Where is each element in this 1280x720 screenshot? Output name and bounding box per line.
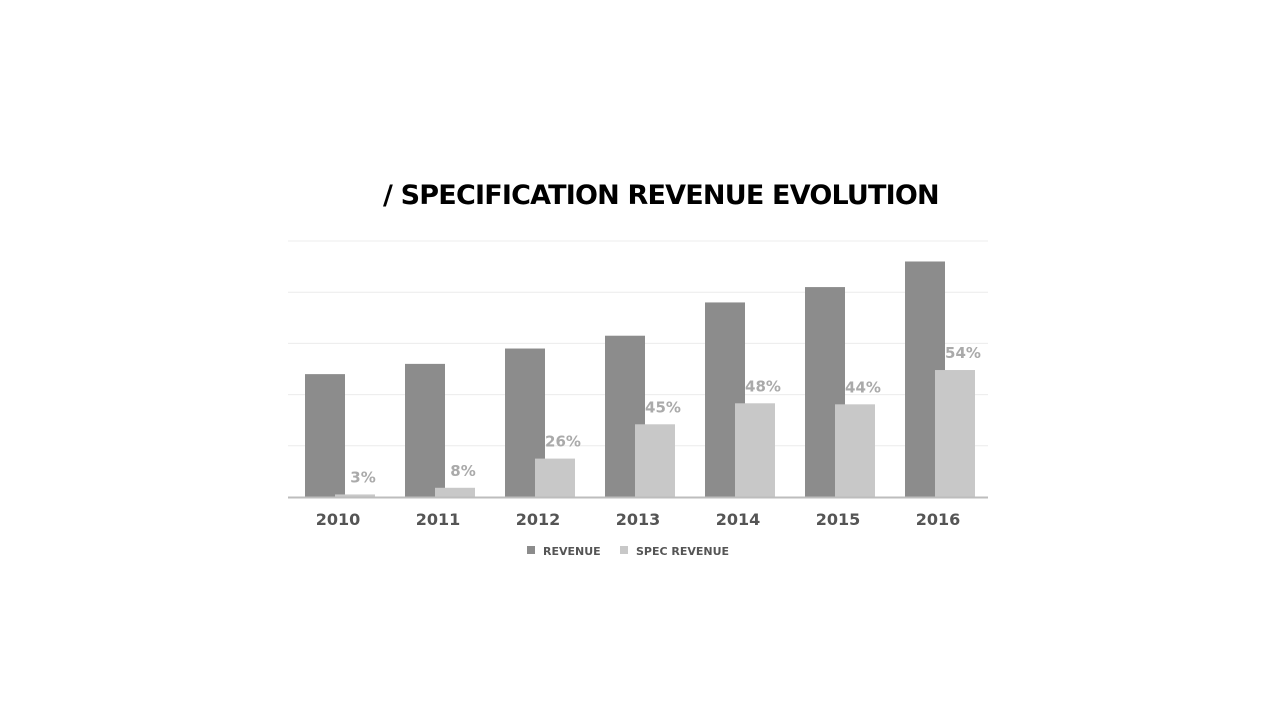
chart-title: / SPECIFICATION REVENUE EVOLUTION <box>383 180 940 211</box>
spec-revenue-bar-2013 <box>635 424 675 497</box>
x-tick-label-2015: 2015 <box>816 510 861 529</box>
x-tick-label-2012: 2012 <box>516 510 561 529</box>
spec-revenue-bar-2011 <box>435 487 475 497</box>
legend-swatch-1 <box>620 546 628 554</box>
data-label-2014: 48% <box>745 377 781 395</box>
x-axis: 2010 2011 2012 2013 2014 2015 2016 <box>288 496 988 529</box>
legend[interactable]: REVENUE SPEC REVENUE <box>527 545 729 558</box>
legend-swatch-0 <box>527 546 535 554</box>
data-label-2011: 8% <box>450 462 475 480</box>
x-tick-label-2016: 2016 <box>916 510 961 529</box>
x-tick-label-2014: 2014 <box>716 510 761 529</box>
data-label-2015: 44% <box>845 378 881 396</box>
x-tick-label-2011: 2011 <box>416 510 461 529</box>
data-label-2012: 26% <box>545 433 581 451</box>
spec-revenue-bar-2012 <box>535 458 575 497</box>
x-tick-label-2013: 2013 <box>616 510 661 529</box>
spec-revenue-bar-2014 <box>735 403 775 497</box>
spec-revenue-bar-2010 <box>335 494 375 497</box>
data-labels: 3% 8% 26% 45% 48% 44% 54% <box>350 344 981 486</box>
data-label-2010: 3% <box>350 468 375 486</box>
revenue-bar-2011 <box>405 363 445 497</box>
spec-revenue-bar-2016 <box>935 370 975 497</box>
data-label-2013: 45% <box>645 398 681 416</box>
legend-label-1[interactable]: SPEC REVENUE <box>636 545 729 558</box>
spec-revenue-bar-2015 <box>835 404 875 497</box>
data-label-2016: 54% <box>945 344 981 362</box>
revenue-bar-2010 <box>305 374 345 497</box>
legend-label-0[interactable]: REVENUE <box>543 545 601 558</box>
bars <box>305 261 975 497</box>
x-tick-label-2010: 2010 <box>316 510 361 529</box>
